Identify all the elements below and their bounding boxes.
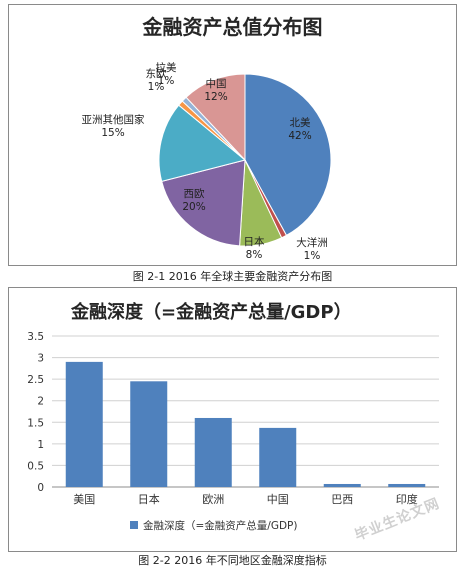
pie-label-name-1: 北美 bbox=[290, 116, 311, 129]
bar-1 bbox=[65, 361, 103, 487]
bar-chart-panel: 金融深度（=金融资产总量/GDP） 0 0.5 1 1.5 2 2.5 3 3.5 美国 日本 欧洲… bbox=[8, 287, 457, 552]
y-tick-label: 0 bbox=[37, 482, 44, 494]
pie-label-name-3: 日本 bbox=[244, 235, 265, 248]
pie-chart-panel: 金融资产总值分布图 北美 42% 大洋洲 1% 日本 8% 西欧 20% 亚洲其他国家 15% 东欧… bbox=[8, 4, 457, 266]
pie-label-value-1: 42% bbox=[288, 130, 311, 142]
x-tick-label: 中国 bbox=[267, 493, 289, 506]
bar-4 bbox=[259, 427, 297, 487]
pie-label-value-2: 1% bbox=[304, 250, 321, 262]
y-tick-label: 2 bbox=[37, 396, 44, 408]
x-tick-label: 欧洲 bbox=[202, 493, 224, 506]
pie-label-value-7: 1% bbox=[158, 75, 175, 87]
pie-label-value-4: 20% bbox=[182, 201, 205, 213]
bar-5 bbox=[323, 483, 361, 487]
bar-3 bbox=[194, 417, 232, 487]
x-tick-label: 美国 bbox=[73, 493, 95, 506]
pie-slice-1 bbox=[244, 73, 332, 237]
figure-caption-2: 图 2-2 2016 年不同地区金融深度指标 bbox=[138, 554, 327, 567]
pie-label-value-3: 8% bbox=[246, 249, 263, 261]
x-tick-label: 日本 bbox=[138, 492, 160, 506]
legend-label: 金融深度（=金融资产总量/GDP) bbox=[143, 519, 298, 532]
pie-label-value-8: 12% bbox=[204, 91, 227, 103]
bar-chart: 0 0.5 1 1.5 2 2.5 3 3.5 美国 日本 欧洲 中国 巴西 印度金融深度（=金融资产总量… bbox=[27, 331, 439, 532]
y-tick-label: 1 bbox=[37, 439, 44, 451]
y-tick-label: 2.5 bbox=[27, 374, 44, 386]
bar-6 bbox=[388, 483, 426, 487]
pie-chart-title: 金融资产总值分布图 bbox=[142, 15, 323, 39]
pie-slice-5 bbox=[158, 104, 247, 182]
pie-slice-8 bbox=[185, 73, 246, 162]
pie-label-name-8: 中国 bbox=[206, 77, 227, 90]
x-tick-label: 巴西 bbox=[331, 493, 353, 506]
figure-caption-1: 图 2-1 2016 年全球主要金融资产分布图 bbox=[132, 270, 333, 283]
legend-swatch bbox=[130, 521, 138, 529]
bar-chart-title: 金融深度（=金融资产总量/GDP） bbox=[71, 302, 352, 323]
y-tick-label: 1.5 bbox=[27, 417, 44, 429]
pie-label-name-4: 西欧 bbox=[184, 188, 205, 200]
y-tick-label: 3 bbox=[37, 353, 44, 365]
y-tick-label: 3.5 bbox=[27, 331, 44, 343]
pie-slice-4 bbox=[161, 159, 246, 247]
pie-label-value-5: 15% bbox=[101, 127, 124, 139]
x-tick-label: 印度 bbox=[396, 492, 418, 506]
pie-label-name-2: 大洋洲 bbox=[296, 236, 328, 249]
pie-label-name-6: 东欧 bbox=[146, 67, 167, 80]
y-tick-label: 0.5 bbox=[27, 460, 44, 472]
bar-2 bbox=[130, 381, 168, 487]
pie-label-name-7: 拉美 bbox=[156, 61, 177, 74]
pie-label-value-6: 1% bbox=[148, 81, 165, 93]
pie-label-name-5: 亚洲其他国家 bbox=[82, 113, 145, 126]
